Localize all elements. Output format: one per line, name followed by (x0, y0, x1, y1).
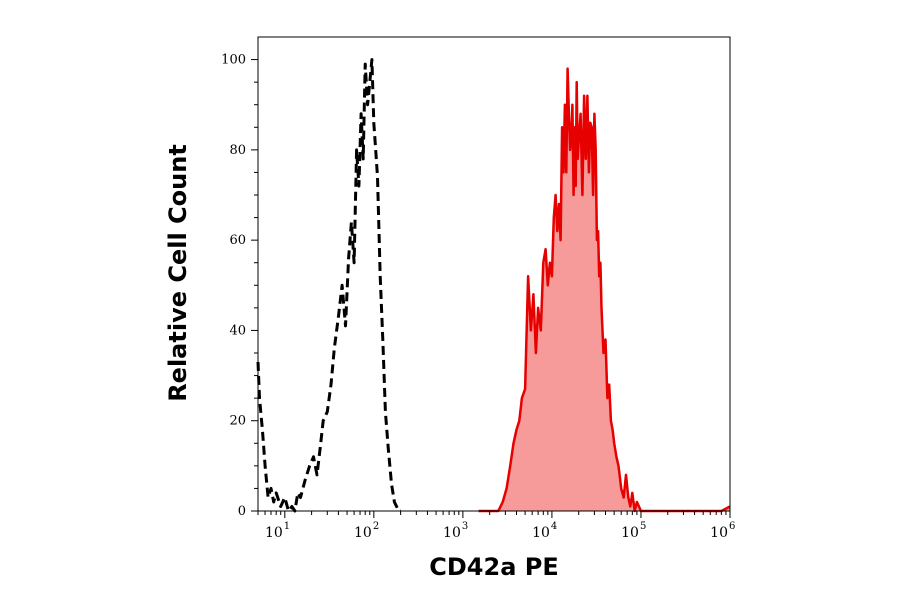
plot-area (256, 58, 731, 513)
control-histogram-line (256, 58, 401, 513)
x-axis: 10 1 10 2 10 3 10 4 10 5 10 6 (257, 511, 735, 541)
x-tick-label: 10 (710, 525, 728, 541)
y-tick-label: 100 (221, 53, 246, 68)
plot-frame (257, 36, 731, 512)
y-tick-label: 0 (238, 504, 246, 519)
x-tick-exponent: 1 (284, 521, 290, 532)
y-axis: 0 20 40 60 80 100 (221, 53, 258, 519)
x-tick-label: 10 (443, 525, 461, 541)
x-tick-exponent: 6 (729, 521, 735, 532)
x-tick-label: 10 (354, 525, 372, 541)
x-tick-exponent: 2 (373, 521, 379, 532)
y-tick-label: 20 (229, 414, 246, 429)
stained-histogram-line (478, 67, 731, 513)
x-tick-exponent: 4 (551, 521, 557, 532)
y-tick-label: 40 (229, 323, 246, 338)
x-tick-label: 10 (621, 525, 639, 541)
x-tick-label: 10 (265, 525, 283, 541)
y-tick-label: 60 (229, 233, 246, 248)
x-tick-exponent: 5 (640, 521, 646, 532)
y-axis-title: Relative Cell Count (164, 144, 192, 402)
stained-histogram-fill (478, 68, 730, 511)
y-tick-label: 80 (229, 143, 246, 158)
x-tick-exponent: 3 (462, 521, 468, 532)
x-tick-label: 10 (532, 525, 550, 541)
x-axis-title: CD42a PE (429, 553, 558, 581)
